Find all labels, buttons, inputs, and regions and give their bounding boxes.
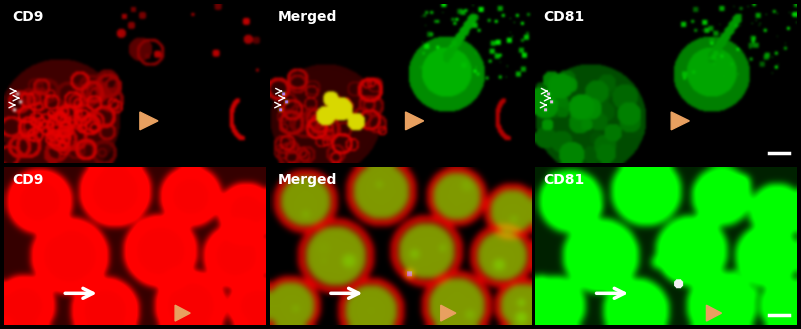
Text: CD81: CD81 <box>543 10 585 24</box>
Polygon shape <box>671 112 690 130</box>
Polygon shape <box>140 112 158 130</box>
Text: Merged: Merged <box>277 173 337 187</box>
Polygon shape <box>175 305 190 321</box>
Polygon shape <box>441 305 456 321</box>
Text: Merged: Merged <box>277 10 337 24</box>
Text: CD9: CD9 <box>12 173 43 187</box>
Polygon shape <box>405 112 424 130</box>
Text: CD81: CD81 <box>543 173 585 187</box>
Text: CD9: CD9 <box>12 10 43 24</box>
Polygon shape <box>706 305 722 321</box>
